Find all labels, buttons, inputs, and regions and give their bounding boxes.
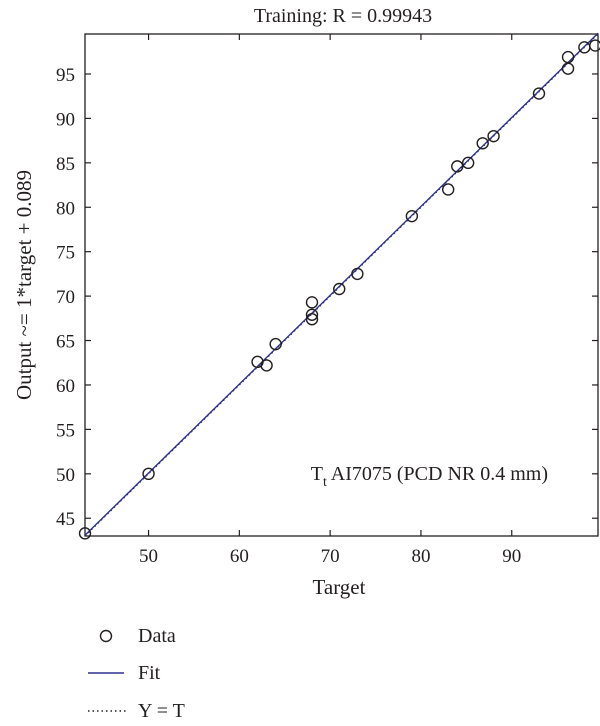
y-tick-label-80: 80 bbox=[56, 198, 75, 219]
data-point-9 bbox=[351, 267, 364, 281]
y-tick-label-65: 65 bbox=[56, 332, 75, 353]
plot-area: 50 60 70 80 90 45 50 55 60 65 70 75 80 85 90 95 bbox=[56, 32, 600, 567]
y-tick-label-55: 55 bbox=[56, 420, 75, 441]
data-point-12 bbox=[451, 160, 464, 173]
data-point-4 bbox=[269, 337, 282, 351]
x-axis-label: Target bbox=[313, 575, 366, 599]
data-point-15 bbox=[487, 129, 500, 143]
data-point-0 bbox=[78, 527, 92, 540]
data-point-11 bbox=[441, 183, 455, 196]
plot-frame bbox=[84, 33, 599, 537]
data-point-14 bbox=[476, 137, 489, 150]
y-tick-label-45: 45 bbox=[56, 509, 75, 530]
annotation-main: T bbox=[311, 463, 323, 485]
chart-title: Training: R = 0.99943 bbox=[254, 5, 432, 27]
y-tick-label-60: 60 bbox=[56, 376, 75, 397]
y-tick-label-95: 95 bbox=[56, 65, 75, 86]
y-axis-label: Output ~= 1*target + 0.089 bbox=[12, 170, 36, 400]
legend-data-marker bbox=[99, 629, 113, 643]
y-tick-label-75: 75 bbox=[56, 243, 75, 264]
data-point-17 bbox=[561, 62, 575, 75]
y-tick-label-90: 90 bbox=[56, 109, 75, 130]
x-tick-label-60: 60 bbox=[230, 546, 249, 567]
x-tick-label-70: 70 bbox=[321, 546, 340, 567]
data-point-3 bbox=[260, 359, 273, 372]
annotation-text: AI7075 (PCD NR 0.4 mm) bbox=[327, 463, 548, 485]
data-point-5 bbox=[305, 313, 319, 326]
plot-annotation: Tt AI7075 (PCD NR 0.4 mm) bbox=[311, 463, 548, 490]
y-tick-label-70: 70 bbox=[56, 287, 75, 308]
data-point-13 bbox=[461, 156, 475, 170]
x-tick-label-90: 90 bbox=[502, 546, 521, 567]
data-point-16 bbox=[532, 87, 546, 100]
legend-yt-label: Y = T bbox=[138, 700, 185, 722]
x-tick-label-50: 50 bbox=[139, 546, 158, 567]
data-point-6 bbox=[305, 308, 319, 321]
y-tick-label-85: 85 bbox=[56, 154, 75, 175]
data-point-20 bbox=[589, 39, 600, 52]
legend: Data Fit Y = T bbox=[88, 625, 185, 722]
data-point-7 bbox=[305, 296, 319, 309]
data-point-8 bbox=[333, 282, 346, 296]
y-tick-label-50: 50 bbox=[56, 465, 75, 486]
x-tick-label-80: 80 bbox=[411, 546, 430, 567]
data-point-18 bbox=[561, 50, 575, 64]
annotation-subscript: t bbox=[323, 475, 327, 490]
data-point-10 bbox=[405, 209, 419, 223]
legend-fit-label: Fit bbox=[138, 662, 161, 684]
legend-data-label: Data bbox=[138, 625, 176, 647]
data-point-1 bbox=[142, 467, 155, 481]
